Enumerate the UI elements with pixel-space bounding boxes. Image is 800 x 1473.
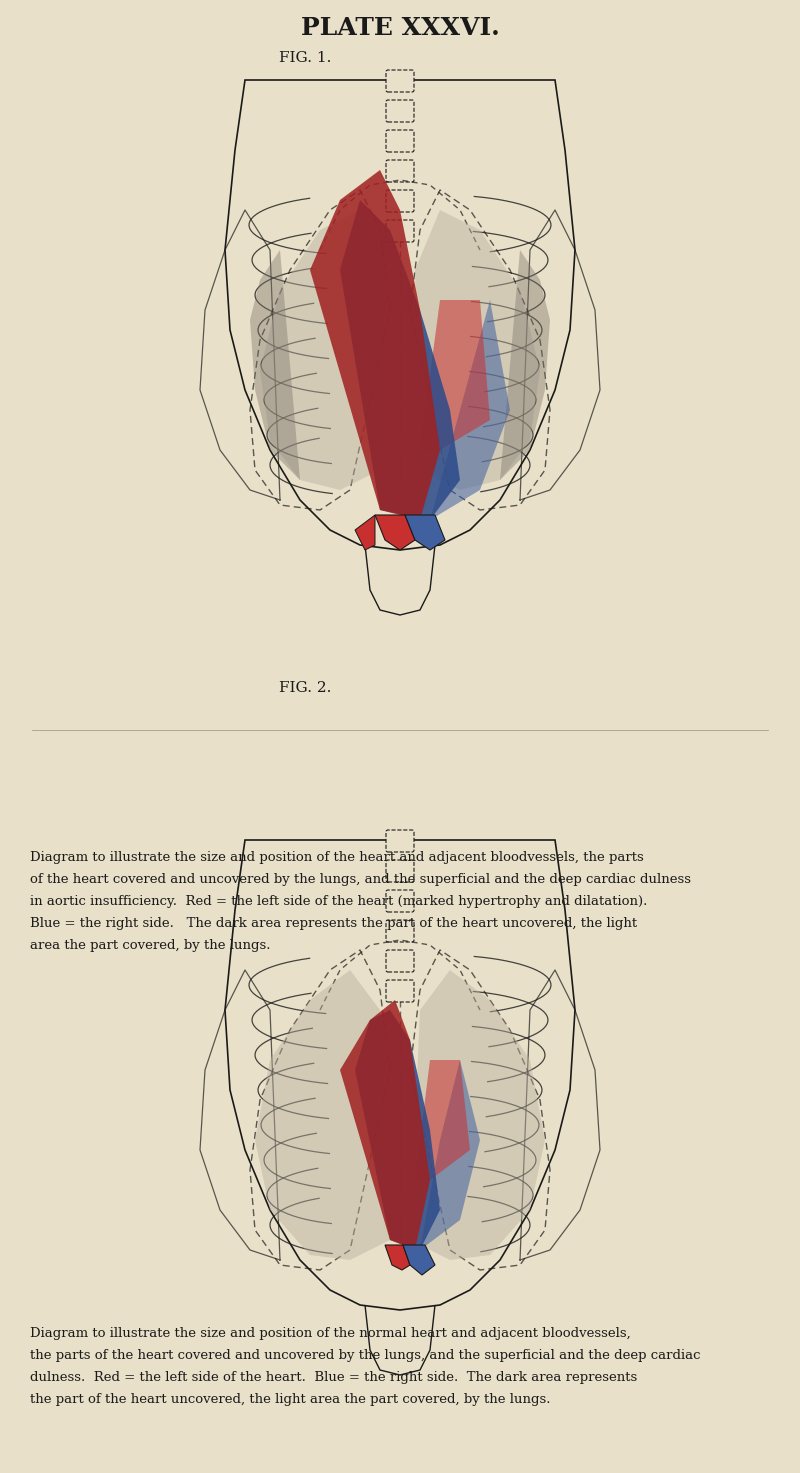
Text: the part of the heart uncovered, the light area the part covered, by the lungs.: the part of the heart uncovered, the lig…	[30, 1392, 550, 1405]
Polygon shape	[260, 211, 385, 491]
Polygon shape	[225, 840, 575, 1309]
Polygon shape	[255, 971, 390, 1259]
FancyBboxPatch shape	[386, 950, 414, 972]
Polygon shape	[355, 1010, 440, 1251]
Text: area the part covered, by the lungs.: area the part covered, by the lungs.	[30, 940, 270, 953]
FancyBboxPatch shape	[386, 860, 414, 882]
Polygon shape	[410, 971, 545, 1259]
FancyBboxPatch shape	[386, 921, 414, 943]
FancyBboxPatch shape	[386, 829, 414, 851]
Polygon shape	[340, 200, 460, 520]
Text: PLATE XXXVI.: PLATE XXXVI.	[301, 16, 499, 40]
Text: the parts of the heart covered and uncovered by the lungs, and the superficial a: the parts of the heart covered and uncov…	[30, 1348, 701, 1361]
Polygon shape	[250, 250, 300, 480]
FancyBboxPatch shape	[386, 130, 414, 152]
Polygon shape	[415, 1061, 470, 1180]
Polygon shape	[403, 1245, 435, 1276]
Text: FIG. 2.: FIG. 2.	[279, 681, 331, 695]
Polygon shape	[420, 1061, 480, 1251]
FancyBboxPatch shape	[386, 100, 414, 122]
Polygon shape	[225, 80, 575, 549]
FancyBboxPatch shape	[386, 190, 414, 212]
Text: FIG. 1.: FIG. 1.	[279, 52, 331, 65]
Polygon shape	[500, 250, 550, 480]
FancyBboxPatch shape	[386, 71, 414, 91]
Polygon shape	[420, 300, 490, 449]
Polygon shape	[340, 1000, 430, 1251]
Text: Diagram to illustrate the size and position of the normal heart and adjacent blo: Diagram to illustrate the size and posit…	[30, 1327, 630, 1339]
Polygon shape	[310, 169, 440, 520]
FancyBboxPatch shape	[386, 161, 414, 183]
Polygon shape	[415, 211, 540, 491]
Text: Blue = the right side.   The dark area represents the part of the heart uncovere: Blue = the right side. The dark area rep…	[30, 918, 637, 931]
Polygon shape	[430, 300, 510, 520]
Polygon shape	[355, 516, 375, 549]
Text: of the heart covered and uncovered by the lungs, and the superficial and the dee: of the heart covered and uncovered by th…	[30, 873, 691, 887]
Text: Diagram to illustrate the size and position of the heart and adjacent bloodvesse: Diagram to illustrate the size and posit…	[30, 851, 644, 865]
Polygon shape	[405, 516, 445, 549]
Polygon shape	[375, 516, 415, 549]
FancyBboxPatch shape	[386, 980, 414, 1002]
FancyBboxPatch shape	[386, 219, 414, 242]
Text: in aortic insufficiency.  Red = the left side of the heart (marked hypertrophy a: in aortic insufficiency. Red = the left …	[30, 896, 647, 909]
FancyBboxPatch shape	[386, 890, 414, 912]
Polygon shape	[385, 1245, 410, 1270]
Text: dulness.  Red = the left side of the heart.  Blue = the right side.  The dark ar: dulness. Red = the left side of the hear…	[30, 1370, 638, 1383]
